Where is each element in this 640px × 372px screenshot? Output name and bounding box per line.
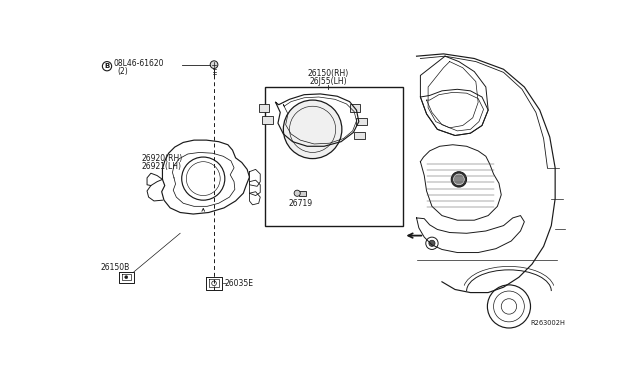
- Circle shape: [284, 100, 342, 158]
- Text: 26150B: 26150B: [101, 263, 130, 272]
- Circle shape: [454, 174, 464, 185]
- Text: 26719: 26719: [288, 199, 312, 208]
- Text: 26920(RH): 26920(RH): [141, 154, 183, 163]
- Circle shape: [102, 62, 111, 71]
- Text: 26035E: 26035E: [225, 279, 254, 288]
- Text: 08L46-61620: 08L46-61620: [114, 60, 164, 68]
- Circle shape: [451, 172, 467, 187]
- Bar: [299, 191, 307, 196]
- Text: R263002H: R263002H: [531, 320, 565, 326]
- Bar: [349, 104, 360, 112]
- Bar: [265, 87, 403, 225]
- Text: 26J55(LH): 26J55(LH): [309, 77, 347, 86]
- Bar: [262, 116, 273, 124]
- Bar: [354, 132, 365, 140]
- Text: 26150(RH): 26150(RH): [307, 70, 349, 78]
- Circle shape: [429, 240, 435, 246]
- Circle shape: [210, 61, 218, 68]
- Text: 26921(LH): 26921(LH): [141, 162, 182, 171]
- Text: (2): (2): [118, 67, 129, 76]
- Bar: [259, 104, 269, 112]
- Bar: [356, 118, 367, 125]
- Circle shape: [125, 276, 128, 279]
- Circle shape: [294, 190, 300, 196]
- Text: B: B: [104, 63, 109, 69]
